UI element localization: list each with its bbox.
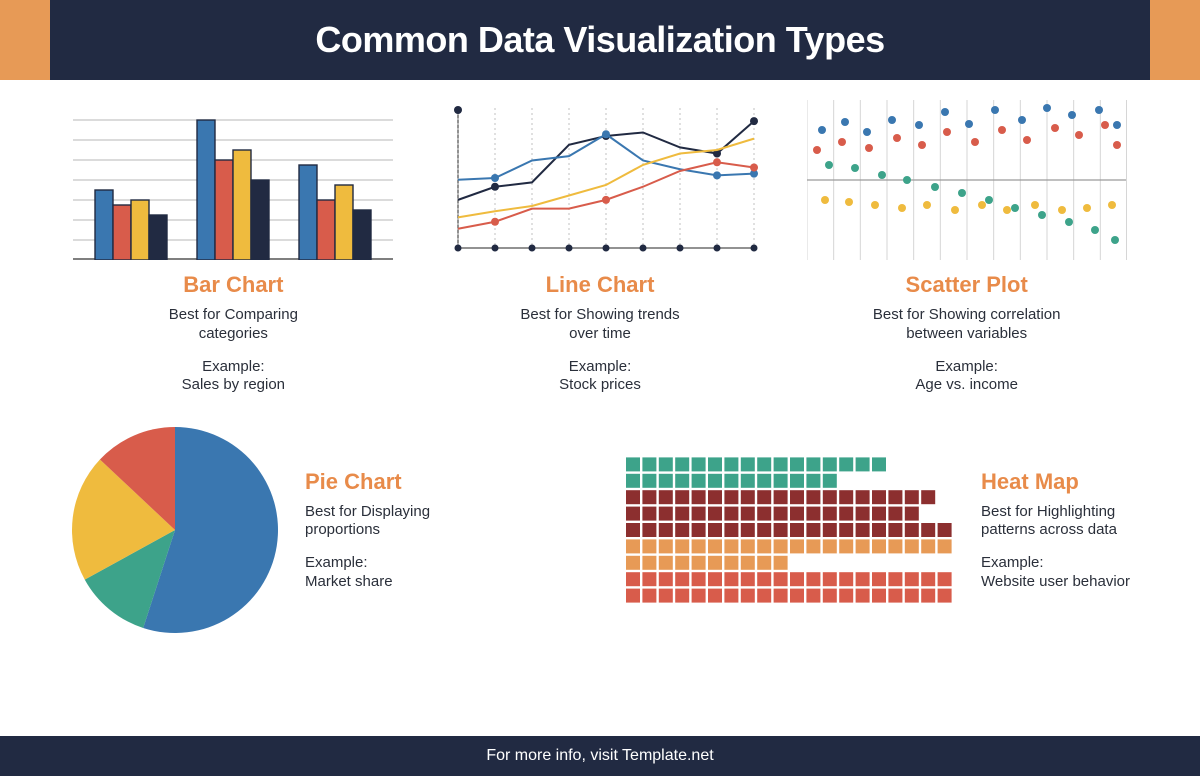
footer: For more info, visit Template.net [0, 736, 1200, 776]
heat-map-desc: Best for Highlightingpatterns across dat… [981, 503, 1130, 541]
heat-map-title: Heat Map [981, 469, 1130, 495]
pie-chart-graphic [70, 425, 280, 635]
bar-chart-graphic [73, 100, 393, 260]
line-chart-example: Example:Stock prices [559, 358, 641, 396]
pie-chart-desc: Best for Displayingproportions [305, 503, 430, 541]
bar-chart-example: Example:Sales by region [182, 358, 285, 396]
heat-map-example: Example:Website user behavior [981, 554, 1130, 592]
row-bottom: Pie Chart Best for Displayingproportions… [70, 425, 1130, 635]
content: Bar Chart Best for Comparingcategories E… [0, 80, 1200, 635]
line-chart-title: Line Chart [546, 272, 655, 298]
scatter-plot-title: Scatter Plot [906, 272, 1028, 298]
pie-chart-example: Example:Market share [305, 554, 430, 592]
line-chart-graphic [440, 100, 760, 260]
pie-chart-title: Pie Chart [305, 469, 430, 495]
card-bar-chart: Bar Chart Best for Comparingcategories E… [70, 100, 397, 395]
title-bar: Common Data Visualization Types [50, 0, 1150, 80]
header-accent-left [0, 0, 50, 80]
bar-chart-title: Bar Chart [183, 272, 283, 298]
heat-map-graphic [626, 440, 956, 620]
bar-chart-desc: Best for Comparingcategories [169, 306, 298, 344]
scatter-plot-example: Example:Age vs. income [915, 358, 1018, 396]
row-top: Bar Chart Best for Comparingcategories E… [70, 100, 1130, 395]
line-chart-desc: Best for Showing trendsover time [520, 306, 679, 344]
card-line-chart: Line Chart Best for Showing trendsover t… [437, 100, 764, 395]
card-heat-map: Heat Map Best for Highlightingpatterns a… [626, 425, 1130, 635]
header-accent-right [1150, 0, 1200, 80]
footer-text: For more info, visit Template.net [486, 747, 713, 765]
scatter-plot-graphic [807, 100, 1127, 260]
card-pie-chart: Pie Chart Best for Displayingproportions… [70, 425, 430, 635]
header: Common Data Visualization Types [0, 0, 1200, 80]
card-scatter-plot: Scatter Plot Best for Showing correlatio… [803, 100, 1130, 395]
page-title: Common Data Visualization Types [315, 19, 884, 61]
scatter-plot-desc: Best for Showing correlationbetween vari… [873, 306, 1061, 344]
